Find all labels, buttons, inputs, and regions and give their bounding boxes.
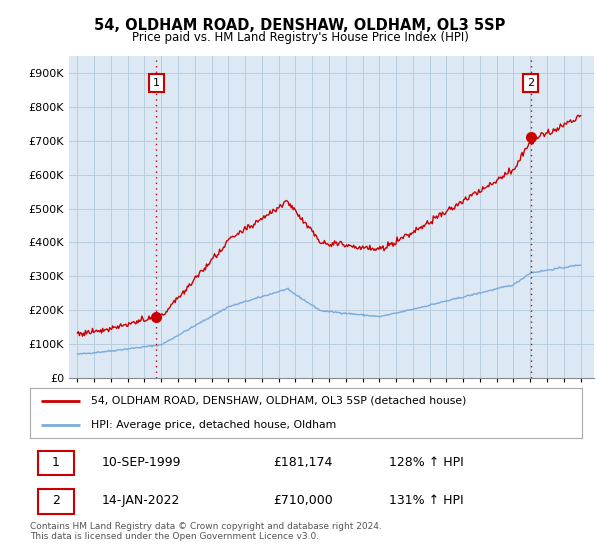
Text: £181,174: £181,174 xyxy=(273,456,332,469)
Text: 54, OLDHAM ROAD, DENSHAW, OLDHAM, OL3 5SP (detached house): 54, OLDHAM ROAD, DENSHAW, OLDHAM, OL3 5S… xyxy=(91,395,466,405)
Text: 128% ↑ HPI: 128% ↑ HPI xyxy=(389,456,464,469)
Text: 1: 1 xyxy=(52,456,60,469)
Text: £710,000: £710,000 xyxy=(273,494,332,507)
Text: 54, OLDHAM ROAD, DENSHAW, OLDHAM, OL3 5SP: 54, OLDHAM ROAD, DENSHAW, OLDHAM, OL3 5S… xyxy=(94,18,506,34)
Text: 1: 1 xyxy=(153,78,160,88)
Text: Contains HM Land Registry data © Crown copyright and database right 2024.
This d: Contains HM Land Registry data © Crown c… xyxy=(30,522,382,542)
Text: Price paid vs. HM Land Registry's House Price Index (HPI): Price paid vs. HM Land Registry's House … xyxy=(131,31,469,44)
Text: 14-JAN-2022: 14-JAN-2022 xyxy=(102,494,180,507)
FancyBboxPatch shape xyxy=(38,451,74,475)
Text: 10-SEP-1999: 10-SEP-1999 xyxy=(102,456,181,469)
Text: HPI: Average price, detached house, Oldham: HPI: Average price, detached house, Oldh… xyxy=(91,420,336,430)
Text: 2: 2 xyxy=(527,78,535,88)
FancyBboxPatch shape xyxy=(38,489,74,514)
Text: 2: 2 xyxy=(52,494,60,507)
Text: 131% ↑ HPI: 131% ↑ HPI xyxy=(389,494,463,507)
